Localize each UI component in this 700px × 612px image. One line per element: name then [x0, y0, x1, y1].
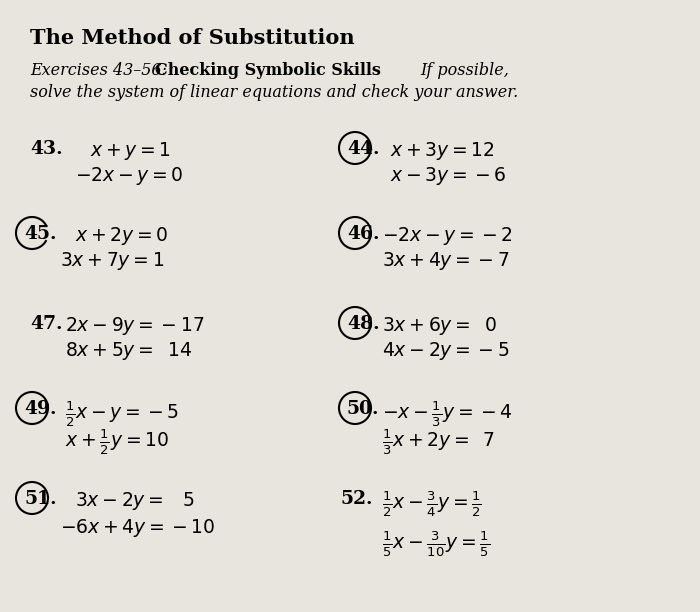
- Text: 44.: 44.: [347, 140, 379, 158]
- Text: $-2x - y = -2$: $-2x - y = -2$: [382, 225, 513, 247]
- Text: 49.: 49.: [24, 400, 57, 418]
- Text: 47.: 47.: [30, 315, 62, 333]
- Text: $\frac{1}{3}x + 2y = \;\;7$: $\frac{1}{3}x + 2y = \;\;7$: [382, 428, 495, 457]
- Text: $3x + 7y = 1$: $3x + 7y = 1$: [60, 250, 164, 272]
- Text: $x + 2y = 0$: $x + 2y = 0$: [75, 225, 168, 247]
- Text: $8x + 5y = \;\;14$: $8x + 5y = \;\;14$: [65, 340, 192, 362]
- Text: $-2x - y = 0$: $-2x - y = 0$: [75, 165, 183, 187]
- Text: $-6x + 4y = -10$: $-6x + 4y = -10$: [60, 517, 216, 539]
- Text: 43.: 43.: [30, 140, 62, 158]
- Text: $4x - 2y = -5$: $4x - 2y = -5$: [382, 340, 510, 362]
- Text: $3x + 4y = -7$: $3x + 4y = -7$: [382, 250, 510, 272]
- Text: $3x + 6y = \;\;0$: $3x + 6y = \;\;0$: [382, 315, 497, 337]
- Text: $x + y = 1$: $x + y = 1$: [90, 140, 171, 162]
- Text: $x + 3y =  12$: $x + 3y = 12$: [390, 140, 495, 162]
- Text: Checking Symbolic Skills: Checking Symbolic Skills: [155, 62, 381, 79]
- Text: Exercises 43–56:: Exercises 43–56:: [30, 62, 167, 79]
- Text: $\frac{1}{2}x - \frac{3}{4}y = \frac{1}{2}$: $\frac{1}{2}x - \frac{3}{4}y = \frac{1}{…: [382, 490, 482, 520]
- Text: $\frac{1}{5}x - \frac{3}{10}y = \frac{1}{5}$: $\frac{1}{5}x - \frac{3}{10}y = \frac{1}…: [382, 530, 490, 559]
- Text: $\frac{1}{2}x - y = -5$: $\frac{1}{2}x - y = -5$: [65, 400, 179, 430]
- Text: $x - 3y = -6$: $x - 3y = -6$: [390, 165, 506, 187]
- Text: 45.: 45.: [24, 225, 57, 243]
- Text: $3x - 2y = \;\;\;5$: $3x - 2y = \;\;\;5$: [75, 490, 195, 512]
- Text: If possible,: If possible,: [420, 62, 509, 79]
- Text: 46.: 46.: [347, 225, 379, 243]
- Text: 52.: 52.: [340, 490, 372, 508]
- Text: 51.: 51.: [24, 490, 57, 508]
- Text: solve the system of linear equations and check your answer.: solve the system of linear equations and…: [30, 84, 518, 101]
- Text: The Method of Substitution: The Method of Substitution: [30, 28, 355, 48]
- Text: 50.: 50.: [347, 400, 379, 418]
- Text: $2x - 9y = -17$: $2x - 9y = -17$: [65, 315, 204, 337]
- Text: $x + \frac{1}{2}y = 10$: $x + \frac{1}{2}y = 10$: [65, 428, 169, 457]
- Text: $-x - \frac{1}{3}y = -4$: $-x - \frac{1}{3}y = -4$: [382, 400, 512, 430]
- Text: 48.: 48.: [347, 315, 379, 333]
